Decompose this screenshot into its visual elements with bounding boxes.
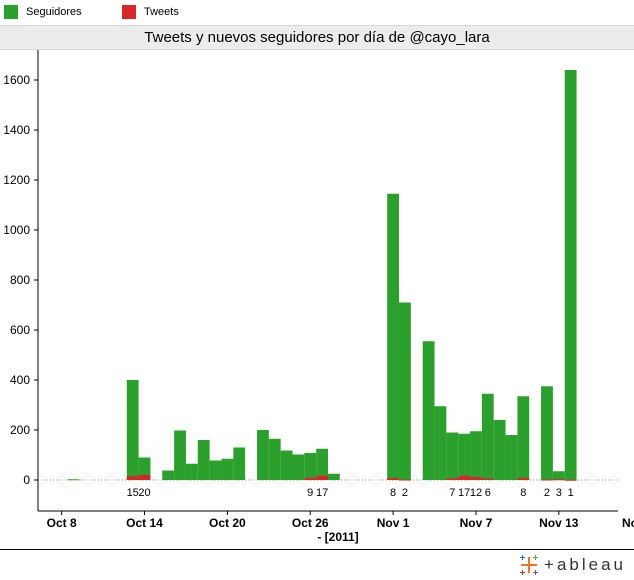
bar-seguidores [185, 463, 198, 480]
tweets-data-label: 8 [520, 487, 526, 499]
bar-seguidores [233, 447, 246, 480]
bar-tweets [126, 476, 139, 480]
bar-seguidores [268, 438, 281, 480]
x-tick-label: Oct 20 [209, 516, 246, 530]
bar-seguidores [387, 193, 400, 480]
tableau-cross-icon [520, 555, 539, 575]
bar-seguidores [399, 302, 411, 480]
bar-seguidores [221, 458, 234, 480]
bar-seguidores [422, 341, 435, 480]
bar-seguidores [126, 380, 139, 480]
y-tick-label: 1200 [3, 173, 30, 187]
bar-tweets [446, 478, 459, 480]
tweets-data-label: 17 [316, 487, 328, 499]
tweets-data-label: 7 [449, 487, 455, 499]
tweets-data-label: 2 [544, 487, 550, 499]
bar-tweets [399, 479, 411, 481]
bar-tweets [541, 479, 553, 481]
bar-tweets [517, 478, 530, 480]
legend-item-seguidores[interactable]: Seguidores [4, 4, 82, 20]
bar-seguidores [505, 435, 518, 480]
x-tick-label: Oct 14 [126, 516, 163, 530]
bar-seguidores [493, 420, 506, 480]
y-tick-label: 800 [10, 273, 30, 287]
legend-label-tweets: Tweets [144, 6, 179, 18]
bar-seguidores [470, 431, 482, 480]
bar-seguidores [517, 396, 530, 480]
bar-tweets [387, 478, 400, 480]
x-axis-label: - [2011] [317, 530, 358, 544]
bar-tweets [458, 475, 471, 480]
bar-seguidores [458, 433, 471, 480]
bar-tweets [481, 478, 494, 480]
tweets-data-label: 12 [470, 487, 482, 499]
x-tick-label: Nov 7 [460, 516, 493, 530]
bar-tweets [470, 477, 482, 480]
bar-seguidores [446, 432, 459, 480]
bar-seguidores [292, 454, 305, 480]
bar-seguidores [174, 430, 186, 480]
bar-seguidores [304, 453, 317, 480]
bar-seguidores [316, 448, 328, 480]
y-tick-label: 1600 [3, 73, 30, 87]
y-tick-label: 1400 [3, 123, 30, 137]
tweets-data-label: 2 [402, 487, 408, 499]
tweets-data-label: 1 [568, 487, 574, 499]
x-tick-label: Oct 8 [47, 516, 77, 530]
y-tick-label: 1000 [3, 223, 30, 237]
tweets-data-label: 6 [485, 487, 491, 499]
bar-seguidores [256, 430, 269, 480]
tweets-data-label: 17 [458, 487, 470, 499]
chart-area: 0 200 400 600 800 1000 1200 1400 1600 Oct 8 Oct 14… [3, 50, 634, 544]
bar-tweets [552, 479, 565, 481]
footer-divider [0, 549, 634, 550]
bar-tweets [304, 477, 317, 480]
bar-seguidores [162, 470, 175, 480]
tweets-swatch [122, 5, 136, 19]
tableau-wordmark: +ableau [544, 555, 626, 574]
x-tick-label: Nov 1 [377, 516, 410, 530]
y-tick-label: 600 [10, 323, 30, 337]
legend: Seguidores Tweets [0, 0, 634, 24]
bar-seguidores [552, 471, 565, 480]
x-tick-label: Oct 26 [292, 516, 329, 530]
bar-seguidores [67, 479, 80, 481]
x-tick-label: Nov 13 [539, 516, 579, 530]
bar-seguidores [138, 457, 151, 480]
bar-seguidores [328, 473, 340, 480]
tweets-data-label: 8 [390, 487, 396, 499]
legend-item-tweets[interactable]: Tweets [122, 4, 179, 20]
bar-seguidores [197, 440, 210, 480]
seguidores-swatch [4, 5, 18, 19]
tweets-data-label: 9 [307, 487, 313, 499]
y-tick-label: 0 [23, 473, 30, 487]
bar-seguidores [209, 460, 222, 480]
tweets-data-label: 3 [556, 487, 562, 499]
y-tick-label: 400 [10, 373, 30, 387]
tweets-data-label: 20 [138, 487, 150, 499]
legend-label-seguidores: Seguidores [26, 6, 82, 18]
x-tick-label: Nov 19 [622, 516, 634, 530]
bar-seguidores [481, 393, 494, 480]
chart-title: Tweets y nuevos seguidores por día de @c… [0, 25, 634, 50]
tableau-logo[interactable]: +ableau [518, 554, 626, 576]
tweets-data-label: 15 [127, 487, 139, 499]
bar-tweets [316, 475, 328, 480]
bar-seguidores [541, 386, 553, 480]
bar-tweets [564, 479, 577, 481]
bar-tweets [138, 475, 151, 480]
bar-seguidores [280, 450, 293, 480]
bar-seguidores [434, 406, 447, 480]
y-tick-label: 200 [10, 423, 30, 437]
bar-seguidores [564, 70, 577, 480]
